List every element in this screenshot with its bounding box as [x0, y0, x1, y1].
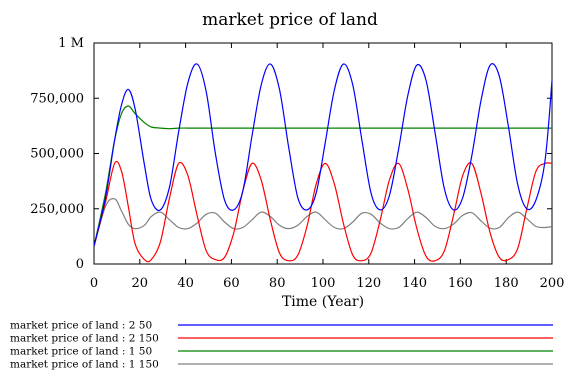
x-tick-label: 160 — [448, 276, 473, 291]
x-tick-label: 20 — [132, 276, 149, 291]
legend-label: market price of land : 2 50 — [10, 320, 152, 332]
y-tick-label: 1 M — [58, 36, 84, 51]
legend-label: market price of land : 1 50 — [10, 346, 152, 358]
x-axis-label: Time (Year) — [282, 294, 364, 310]
y-tick-label: 0 — [76, 257, 84, 272]
x-tick-label: 180 — [494, 276, 519, 291]
x-axis: 0 20 40 60 80 100 120 140 160 180 200 — [90, 43, 565, 291]
y-tick-label: 500,000 — [30, 147, 84, 162]
series-line-4 — [93, 197, 553, 247]
y-axis: 0 250,000 500,000 750,000 1 M — [30, 36, 552, 272]
chart-title: market price of land — [202, 10, 378, 30]
legend-label: market price of land : 1 150 — [10, 359, 159, 371]
x-tick-label: 40 — [177, 276, 194, 291]
x-tick-label: 80 — [269, 276, 286, 291]
series-line-3 — [93, 105, 552, 247]
legend-label: market price of land : 2 150 — [10, 333, 159, 345]
y-tick-label: 750,000 — [30, 91, 84, 106]
series-line-1 — [93, 63, 553, 247]
x-tick-label: 200 — [540, 276, 565, 291]
x-tick-label: 120 — [356, 276, 381, 291]
series-line-2 — [93, 160, 553, 263]
x-tick-label: 60 — [223, 276, 240, 291]
x-tick-label: 0 — [90, 276, 98, 291]
x-tick-label: 100 — [311, 276, 336, 291]
series-lines — [93, 63, 553, 263]
y-tick-label: 250,000 — [30, 202, 84, 217]
x-tick-label: 140 — [402, 276, 427, 291]
